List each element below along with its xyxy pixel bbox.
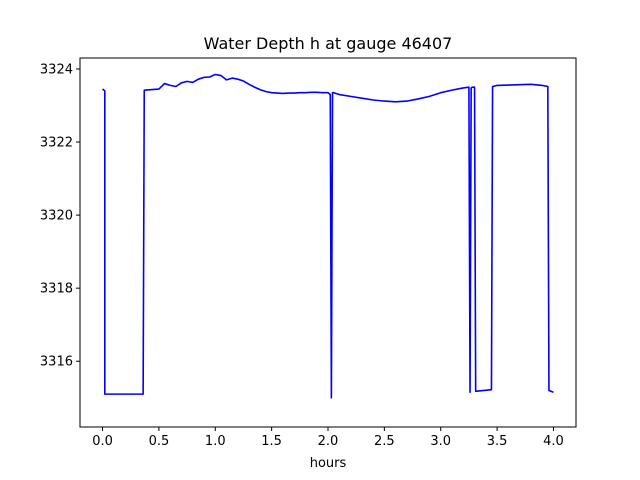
y-axis-ticks: 3316 3318 3320 3322 3324	[40, 62, 80, 370]
x-axis-ticks: 0.0 0.5 1.0 1.5 2.0 2.5 3.0 3.5 4.0	[92, 427, 564, 449]
x-tick-label: 1.0	[205, 434, 226, 449]
x-tick-label: 2.5	[374, 434, 395, 449]
series-line-0	[102, 73, 554, 399]
x-tick-label: 4.0	[543, 434, 564, 449]
axes-frame	[79, 57, 577, 428]
x-tick-label: 0.0	[92, 434, 113, 449]
y-tick-label: 3320	[40, 209, 73, 224]
x-tick-label: 3.0	[430, 434, 451, 449]
x-tick-label: 3.5	[487, 434, 508, 449]
y-tick-label: 3318	[40, 282, 73, 297]
y-tick-label: 3322	[40, 136, 73, 151]
plot-area	[102, 73, 554, 399]
x-tick-label: 0.5	[149, 434, 170, 449]
x-axis-label: hours	[310, 456, 347, 471]
y-tick-label: 3316	[40, 355, 73, 370]
x-tick-label: 1.5	[261, 434, 282, 449]
y-tick-label: 3324	[40, 62, 73, 77]
chart-title: Water Depth h at gauge 46407	[204, 34, 453, 53]
x-tick-label: 2.0	[318, 434, 339, 449]
